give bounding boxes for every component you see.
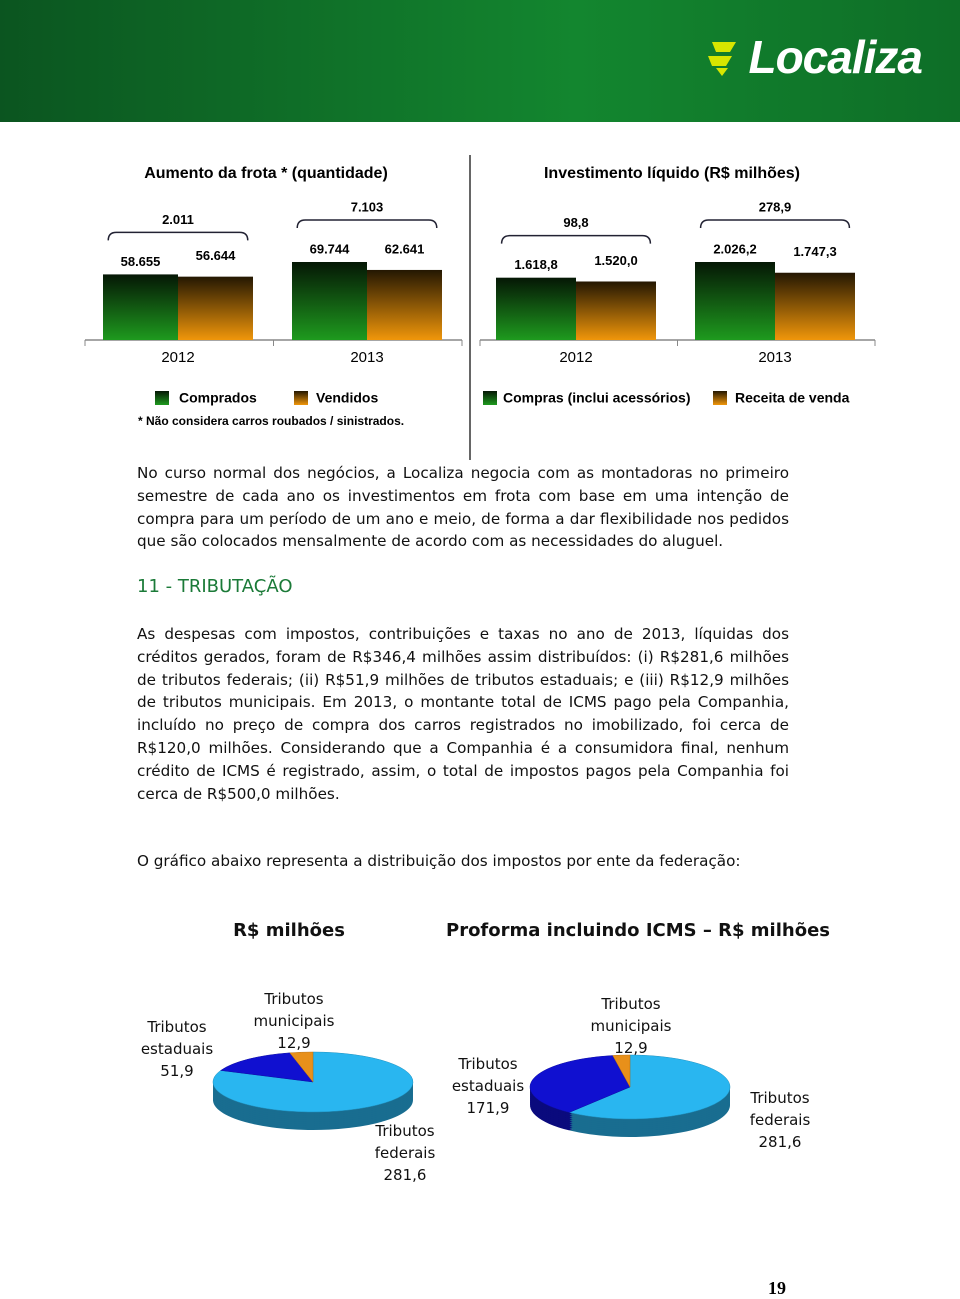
logo: Localiza [748,31,923,83]
page-number: 19 [768,1278,786,1298]
bar [178,276,253,340]
pie-value: 281,6 [758,1133,802,1151]
annotation: 7.103 [351,199,384,214]
x-tick-label: 2013 [758,349,791,366]
legend-label: Comprados [179,390,257,406]
pie-value: 281,6 [383,1166,427,1184]
x-tick-label: 2012 [559,349,592,366]
bracket [107,231,249,241]
bar [103,274,178,340]
pie-category: Tributos municipais [590,995,672,1035]
bar [576,281,656,340]
annotation: 98,8 [563,215,588,230]
data-label: 62.641 [385,241,425,256]
data-label: 1.520,0 [594,253,637,268]
legend-swatch [155,391,169,405]
bar [695,262,775,340]
x-tick-label: 2012 [161,349,194,366]
pie-label: Tributos municipais 12,9 [586,993,676,1059]
paragraph: O gráfico abaixo representa a distribuiç… [137,852,741,870]
pie-slice [568,1054,731,1120]
data-label: 58.655 [121,254,161,269]
pie-slice [529,1055,631,1113]
pie-label: Tributos municipais 12,9 [249,988,339,1054]
pie-value: 51,9 [160,1062,194,1080]
bar [496,277,576,340]
data-label: 69.744 [310,241,351,256]
bracket [500,234,652,244]
chart-title: R$ milhões [233,920,345,941]
pie-slice [612,1054,631,1088]
legend-swatch [713,391,727,405]
bar [367,269,442,340]
legend-label: Compras (inclui acessórios) [503,390,691,406]
chart-title: Investimento líquido (R$ milhões) [544,165,800,182]
logo-mark [708,42,736,76]
legend-label: Receita de venda [735,390,850,406]
data-label: 56.644 [196,248,237,263]
annotation: 2.011 [162,212,194,227]
data-label: 2.026,2 [713,241,756,256]
annotation: 278,9 [759,199,792,214]
pie-slice [220,1052,314,1083]
legend-label: Vendidos [316,390,378,406]
pie-label: Tributos federais 281,6 [735,1087,825,1153]
bar [292,262,367,340]
chart-title: Aumento da frota * (quantidade) [144,165,388,182]
chart-title: Proforma incluindo ICMS – R$ milhões [446,920,830,941]
pie-category: Tributos municipais [253,990,335,1030]
paragraph: No curso normal dos negócios, a Localiza… [137,464,789,551]
data-label: 1.747,3 [793,244,836,259]
pie-category: Tributos federais [374,1122,436,1162]
pie-slice [289,1051,314,1083]
pie-value: 12,9 [614,1039,648,1057]
pie-category: Tributos estaduais [140,1018,214,1058]
x-tick-label: 2013 [350,349,383,366]
bracket [296,219,438,229]
footnote: * Não considera carros roubados / sinist… [138,414,404,428]
pie-value: 171,9 [466,1099,510,1117]
pie-label: Tributos estaduais 171,9 [443,1053,533,1119]
pie-label: Tributos federais 281,6 [360,1120,450,1186]
section-title: 11 - TRIBUTAÇÃO [137,576,293,597]
pie-category: Tributos estaduais [451,1055,525,1095]
bar [775,272,855,340]
pie-label: Tributos estaduais 51,9 [132,1016,222,1082]
pie-value: 12,9 [277,1034,311,1052]
paragraph: As despesas com impostos, contribuições … [137,625,789,803]
legend-swatch [483,391,497,405]
bracket [699,219,851,229]
header: Localiza [0,0,960,122]
pie-category: Tributos federais [749,1089,811,1129]
legend-swatch [294,391,308,405]
data-label: 1.618,8 [514,257,557,272]
